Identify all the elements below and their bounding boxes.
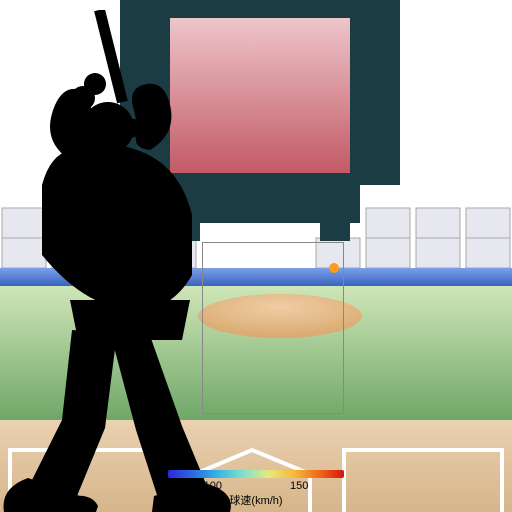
legend-tick: 150 [290, 480, 308, 492]
speed-legend-ticks: . 100 . 150 . [168, 480, 344, 492]
speed-legend-label: 球速(km/h) [168, 492, 344, 508]
speed-legend: . 100 . 150 . 球速(km/h) [168, 470, 344, 508]
legend-tick: 100 [204, 480, 222, 492]
pitch-marker [329, 263, 339, 273]
pitch-location-scene: . 100 . 150 . 球速(km/h) [0, 0, 512, 512]
batter-silhouette [0, 10, 270, 512]
speed-legend-bar [168, 470, 344, 478]
scoreboard-pillar [320, 223, 350, 241]
